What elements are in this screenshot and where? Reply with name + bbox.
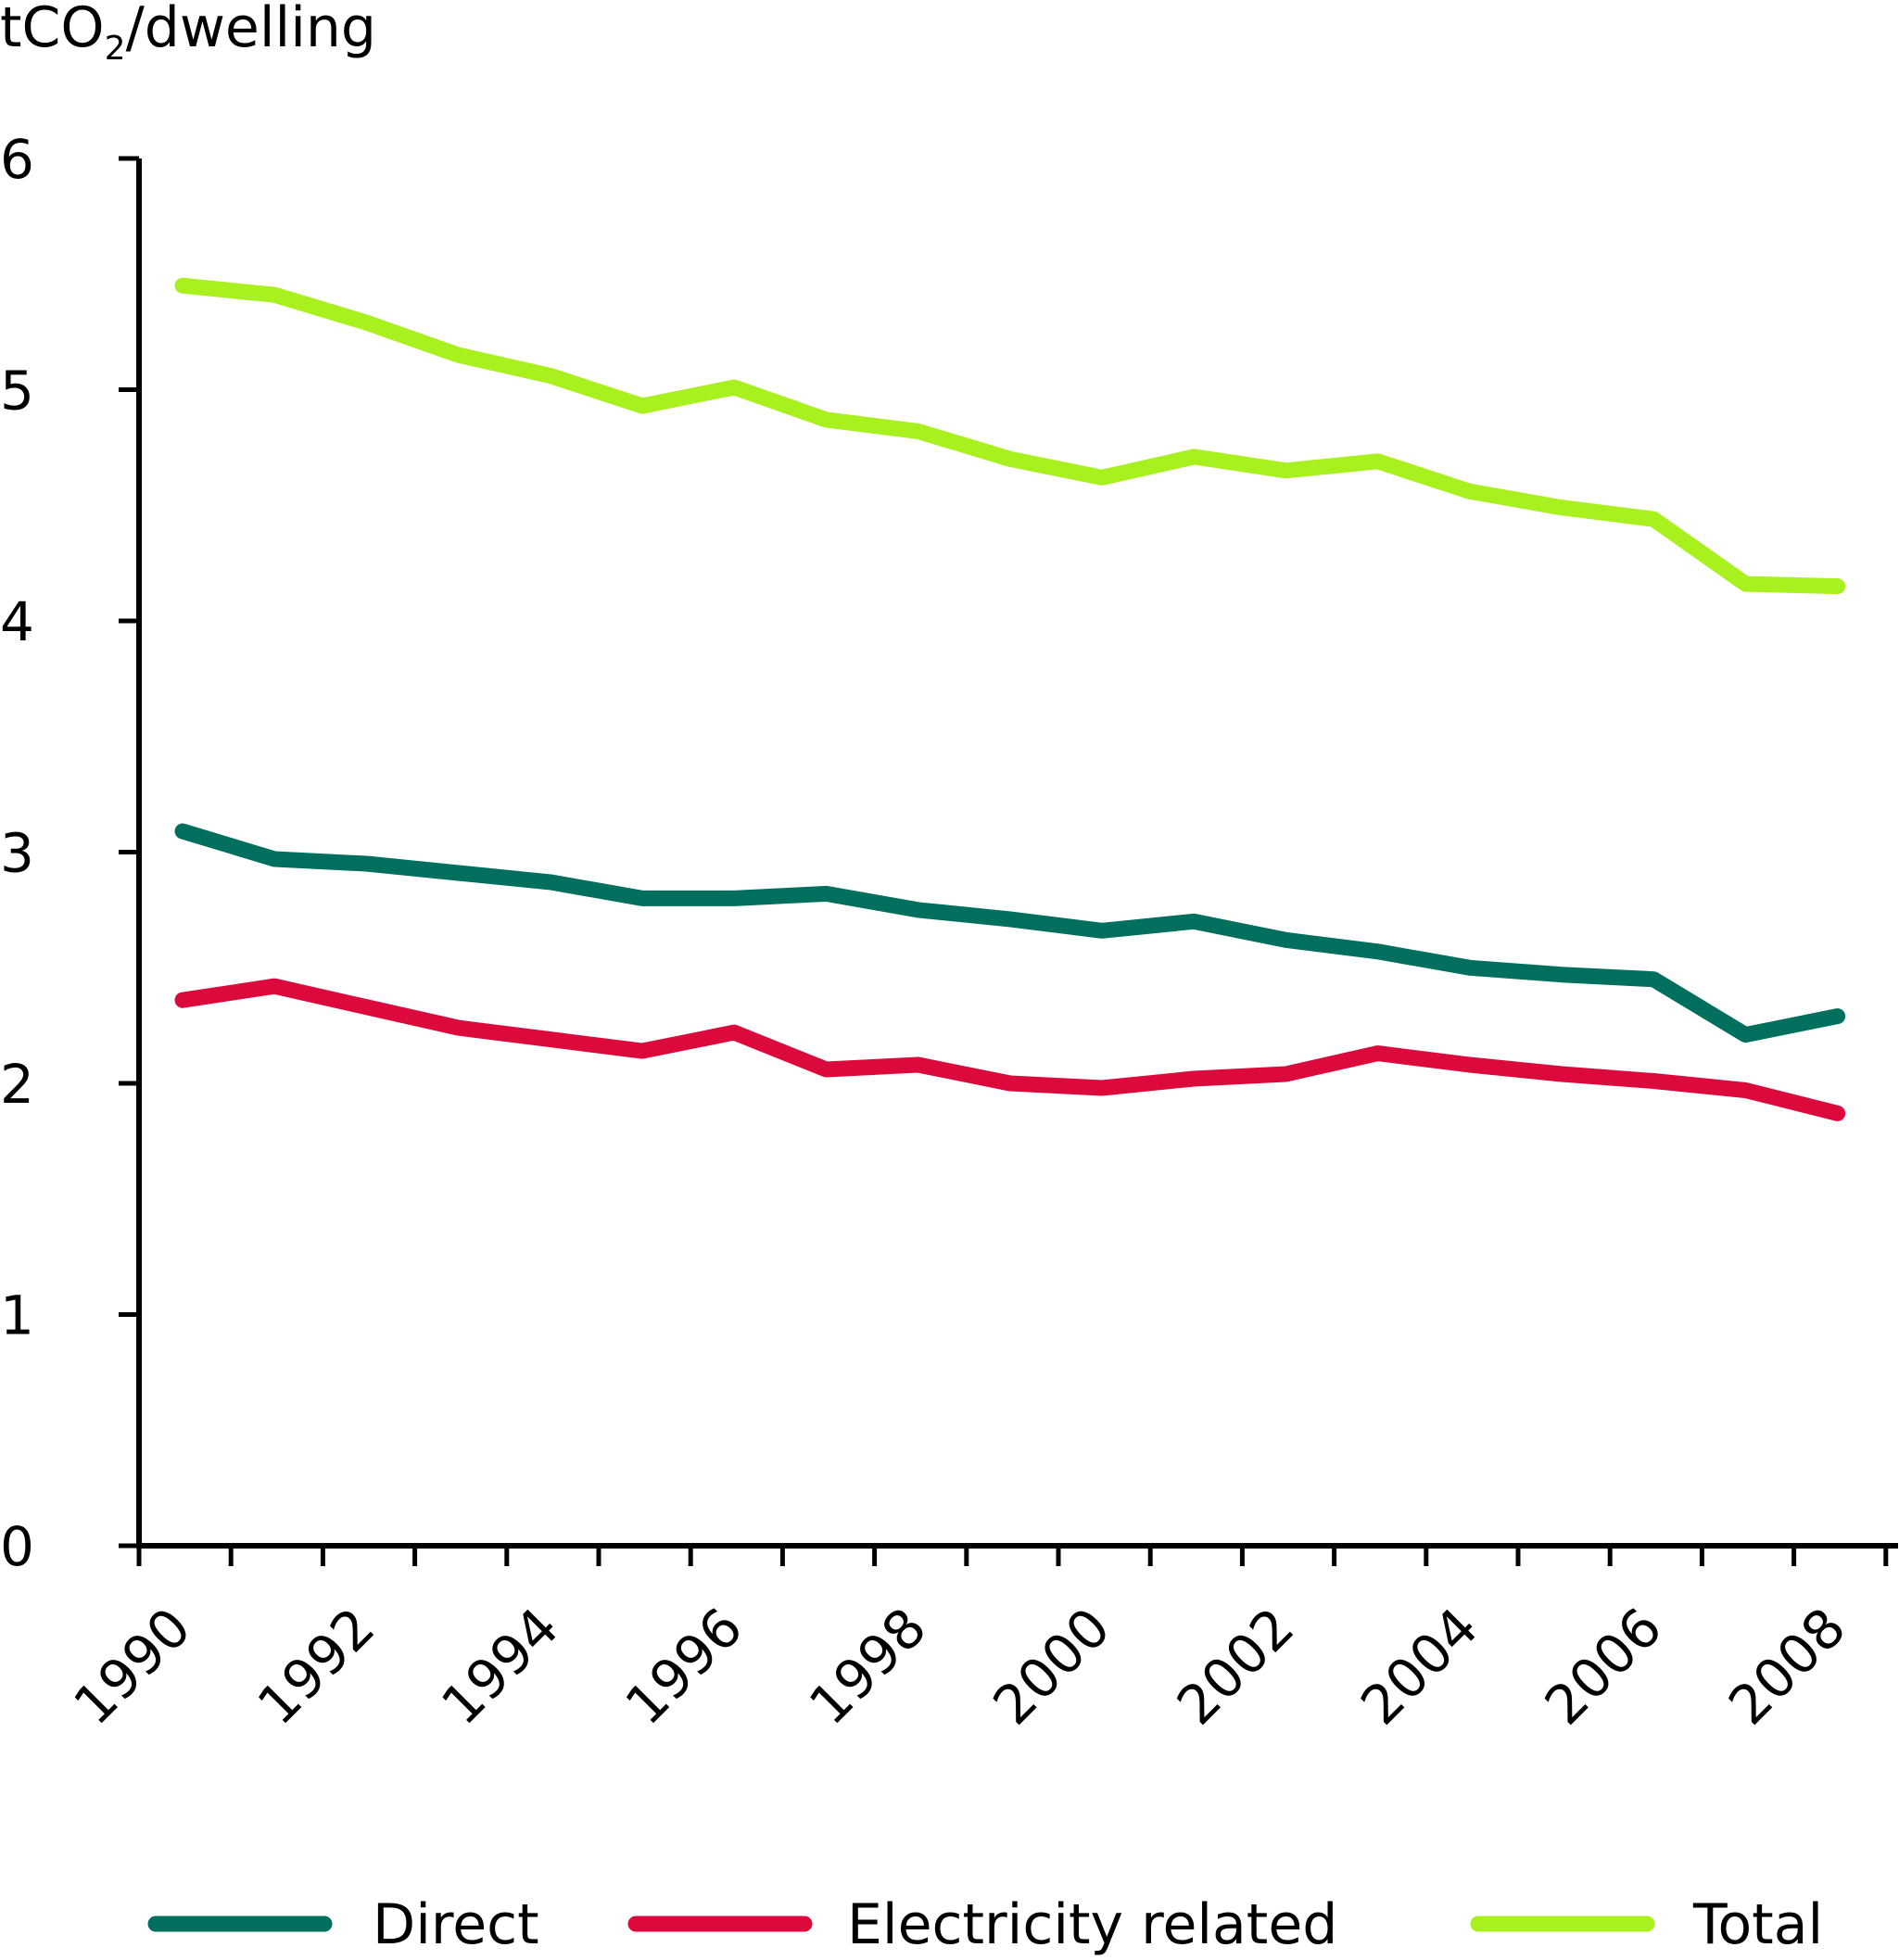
data-point	[640, 404, 644, 408]
data-point	[1375, 459, 1380, 463]
data-point	[1284, 938, 1288, 942]
data-point	[272, 984, 277, 989]
data-point	[1100, 475, 1104, 480]
x-tick-label: 2008	[1716, 1596, 1857, 1737]
y-axis: 0 1 2 3 4 5 6	[0, 128, 142, 1578]
x-tick-label: 1994	[429, 1596, 570, 1737]
x-tick-label: 1998	[797, 1596, 938, 1737]
x-tick-label: 2004	[1348, 1596, 1489, 1737]
data-point	[1467, 489, 1472, 494]
data-point	[1192, 454, 1196, 459]
y-tick-label: 4	[0, 590, 34, 653]
y-tick-label: 5	[0, 360, 34, 423]
y-axis-title-subscript: 2	[105, 30, 126, 68]
legend-item: Electricity related	[627, 1892, 1337, 1957]
y-axis-title-main: tCO	[0, 0, 105, 60]
data-point	[640, 896, 644, 901]
data-point	[548, 373, 552, 378]
legend-item: Total	[1470, 1892, 1823, 1957]
y-axis-title: tCO2/dwelling	[0, 0, 376, 68]
data-point	[1743, 582, 1748, 587]
data-point	[1652, 1079, 1656, 1083]
legend-item: Direct	[147, 1892, 539, 1957]
data-point	[364, 321, 369, 325]
data-point	[272, 857, 277, 861]
svg-text:tCO2/dwelling: tCO2/dwelling	[0, 0, 376, 68]
x-tick-label: 2000	[981, 1596, 1121, 1737]
data-point	[1467, 966, 1472, 970]
data-point	[1007, 1081, 1012, 1085]
y-tick-label: 6	[0, 128, 34, 191]
data-point	[1835, 584, 1840, 588]
data-point	[364, 1005, 369, 1009]
legend: Direct Electricity related Total	[147, 1892, 1823, 1957]
data-point	[548, 1037, 552, 1042]
legend-label: Electricity related	[847, 1892, 1337, 1957]
data-point	[1835, 1014, 1840, 1018]
data-point	[456, 1026, 461, 1031]
x-tick-label: 2006	[1533, 1596, 1674, 1737]
data-point	[1192, 1077, 1196, 1081]
data-point	[732, 896, 737, 901]
data-point	[916, 429, 920, 434]
data-point	[1375, 949, 1380, 954]
series-line-total	[174, 277, 1846, 595]
data-point	[1007, 917, 1012, 921]
x-tick-label: 2002	[1165, 1596, 1306, 1737]
data-point	[1560, 505, 1564, 510]
data-point	[1100, 1086, 1104, 1090]
data-point	[1652, 517, 1656, 522]
data-point	[824, 1068, 829, 1071]
data-point	[916, 1063, 920, 1067]
legend-label: Total	[1692, 1892, 1823, 1957]
data-point	[272, 293, 277, 297]
data-point	[732, 1031, 737, 1035]
data-point	[181, 284, 184, 288]
y-tick-label: 2	[0, 1053, 34, 1116]
data-point	[456, 871, 461, 875]
y-tick-label: 1	[0, 1284, 34, 1347]
data-point	[1652, 977, 1656, 981]
data-point	[1375, 1051, 1380, 1056]
data-point	[1743, 1088, 1748, 1093]
y-axis-title-rest: /dwelling	[126, 0, 376, 60]
series-line-direct	[174, 823, 1846, 1043]
x-tick-label: 1996	[614, 1596, 754, 1737]
y-tick-label: 0	[0, 1515, 34, 1578]
data-point	[1007, 457, 1012, 462]
data-point	[364, 862, 369, 866]
data-point	[1284, 1072, 1288, 1076]
series-line-electricity-related	[174, 978, 1846, 1121]
data-point	[1467, 1063, 1472, 1067]
data-point	[1560, 1072, 1564, 1076]
data-point	[1743, 1032, 1748, 1037]
data-point	[824, 891, 829, 896]
data-point	[916, 907, 920, 912]
data-point	[1560, 972, 1564, 977]
data-point	[1100, 929, 1104, 933]
data-point	[1192, 919, 1196, 924]
data-point	[181, 998, 184, 1003]
data-point	[456, 353, 461, 358]
data-point	[1284, 468, 1288, 473]
data-point	[732, 386, 737, 389]
x-tick-label: 1990	[61, 1596, 202, 1737]
plot-area	[174, 277, 1846, 1121]
data-point	[640, 1049, 644, 1054]
y-tick-label: 3	[0, 822, 34, 885]
x-tick-label: 1992	[246, 1596, 386, 1737]
data-point	[548, 879, 552, 884]
data-point	[824, 417, 829, 422]
data-point	[181, 829, 184, 833]
x-axis: 1990 1992 1994 1996 1998 2000 2002 2004 2006 2008	[61, 1543, 1898, 1737]
legend-label: Direct	[373, 1892, 539, 1957]
data-point	[1835, 1111, 1840, 1116]
